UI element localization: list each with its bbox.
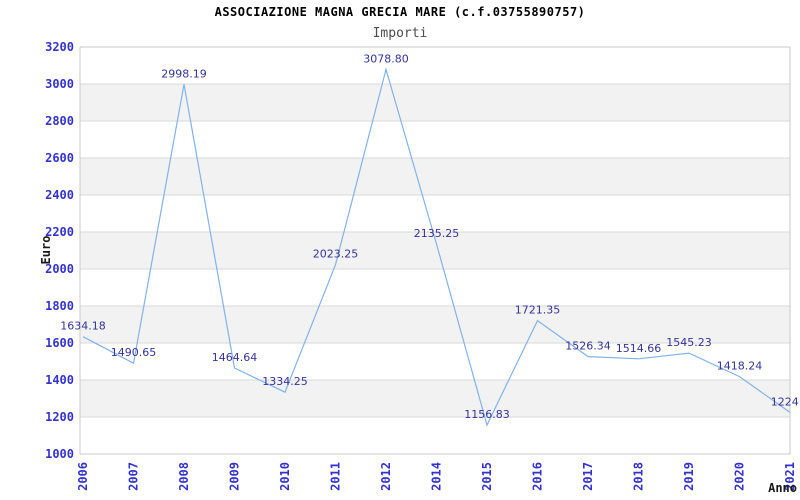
plot-border xyxy=(79,46,791,455)
x-tick-label: 2021 xyxy=(783,462,797,491)
chart-title: ASSOCIAZIONE MAGNA GRECIA MARE (c.f.0375… xyxy=(214,5,586,19)
value-label: 1156.83 xyxy=(464,408,510,421)
x-tick-label: 2010 xyxy=(278,462,292,491)
x-tick-label: 2012 xyxy=(379,462,393,491)
y-tick-label: 3000 xyxy=(45,77,74,91)
y-tick-label: 1200 xyxy=(45,410,74,424)
x-tick-label: 2006 xyxy=(76,462,90,491)
y-tick-label: 2600 xyxy=(45,151,74,165)
x-tick-label: 2016 xyxy=(531,462,545,491)
y-tick-label: 2800 xyxy=(45,114,74,128)
value-label: 1418.24 xyxy=(717,360,763,373)
value-label: 1334.25 xyxy=(262,375,308,388)
value-label: 1526.34 xyxy=(565,340,611,353)
chart-subtitle: Importi xyxy=(372,26,428,41)
y-tick-label: 2400 xyxy=(45,188,74,202)
alternating-band xyxy=(80,306,790,343)
x-tick-label: 2011 xyxy=(329,462,343,491)
value-label: 1721.35 xyxy=(515,304,561,317)
alternating-band xyxy=(80,158,790,195)
y-tick-label: 1000 xyxy=(45,447,74,461)
x-tick-label: 2019 xyxy=(682,462,696,491)
x-tick-label: 2020 xyxy=(733,462,747,491)
y-tick-label: 3200 xyxy=(45,40,74,54)
y-axis-title: Euro xyxy=(39,236,53,265)
x-tick-label: 2017 xyxy=(581,462,595,491)
x-axis-title: Anno xyxy=(768,481,797,495)
x-tick-label: 2007 xyxy=(127,462,141,491)
value-label: 3078.80 xyxy=(363,52,409,65)
alternating-band xyxy=(80,380,790,417)
value-label: 1490.65 xyxy=(111,346,157,359)
y-tick-label: 2000 xyxy=(45,262,74,276)
x-tick-label: 2014 xyxy=(430,462,444,491)
value-label: 1464.64 xyxy=(212,351,258,364)
y-tick-label: 1400 xyxy=(45,373,74,387)
x-tick-label: 2018 xyxy=(632,462,646,491)
y-tick-label: 2200 xyxy=(45,225,74,239)
x-tick-label: 2009 xyxy=(228,462,242,491)
value-label: 1634.18 xyxy=(60,320,106,333)
value-label: 1545.23 xyxy=(666,336,712,349)
value-label: 1224.7 xyxy=(771,395,800,408)
value-label: 1514.66 xyxy=(616,342,662,355)
x-tick-label: 2015 xyxy=(480,462,494,491)
x-tick-label: 2008 xyxy=(177,462,191,491)
series-line xyxy=(82,67,791,427)
y-tick-label: 1600 xyxy=(45,336,74,350)
y-tick-label: 1800 xyxy=(45,299,74,313)
value-label: 2023.25 xyxy=(313,248,359,261)
alternating-band xyxy=(80,84,790,121)
value-label: 2998.19 xyxy=(161,67,207,80)
value-label: 2135.25 xyxy=(414,227,460,240)
